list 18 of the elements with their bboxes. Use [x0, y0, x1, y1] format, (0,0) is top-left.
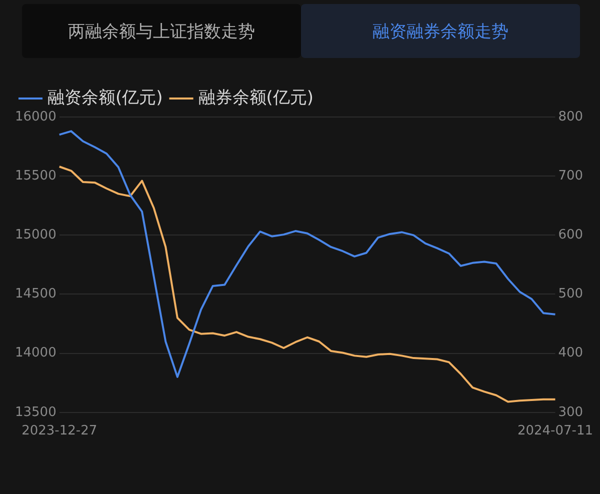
y-tick-label: 16000 [14, 109, 56, 124]
y-tick-label: 15000 [14, 228, 56, 243]
y2-tick-label: 600 [558, 228, 584, 243]
y2-tick-label: 300 [558, 404, 584, 420]
x-tick-label: 2024-07-11 [517, 424, 594, 439]
legend-label: 融券余额(亿元) [198, 88, 314, 108]
y-tick-label: 14500 [14, 286, 56, 302]
y-tick-label: 15500 [14, 168, 56, 184]
y-tick-label: 14000 [14, 346, 56, 361]
x-tick-label: 2023-12-27 [22, 424, 98, 439]
y2-tick-label: 700 [558, 168, 584, 184]
chart-title: 融资融券余额走势 [301, 4, 580, 58]
y2-tick-label: 800 [558, 109, 584, 124]
legend-label: 融资余额(亿元) [48, 88, 163, 108]
y-tick-label: 13500 [14, 404, 56, 420]
chart-subtitle: 两融余额与上证指数走势 [22, 4, 301, 58]
y2-tick-label: 500 [558, 286, 584, 302]
y2-tick-label: 400 [558, 346, 584, 361]
